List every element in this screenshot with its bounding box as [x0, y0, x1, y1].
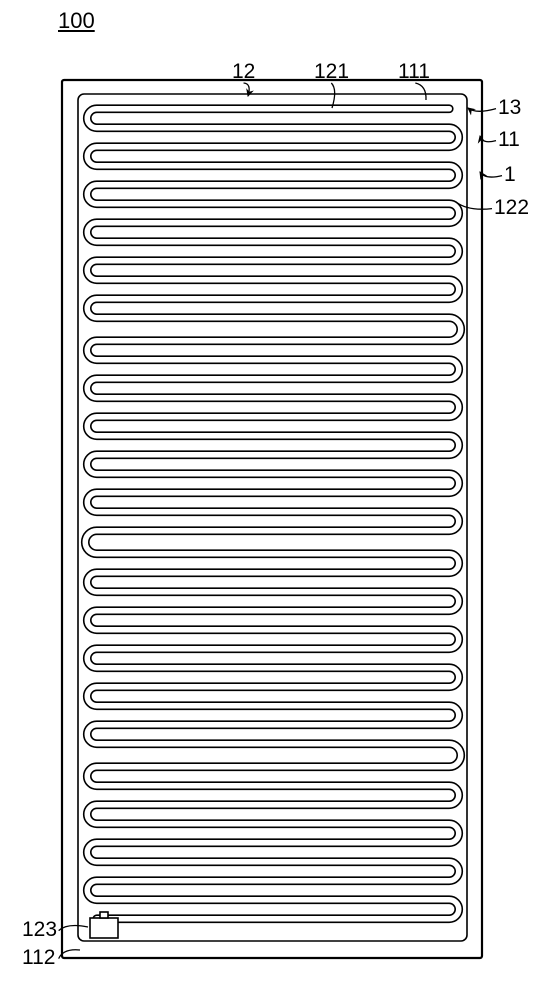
callout-label-13: 13: [498, 96, 521, 120]
callout-label-112: 112: [22, 946, 55, 970]
callout-label-123: 123: [22, 918, 57, 942]
terminal-tab: [100, 912, 108, 918]
callout-label-12: 12: [232, 60, 255, 84]
callout-line-1: [480, 172, 502, 177]
figure-number: 100: [58, 8, 95, 34]
figure-container: 100 1212111113111122123112: [0, 0, 543, 1000]
callout-label-121: 121: [314, 60, 349, 84]
terminal-box: [90, 918, 118, 938]
callout-label-11: 11: [498, 128, 520, 152]
callout-label-111: 111: [398, 60, 430, 84]
panel-diagram: [0, 0, 543, 1000]
callout-label-1: 1: [504, 163, 516, 187]
callout-label-122: 122: [494, 196, 529, 220]
